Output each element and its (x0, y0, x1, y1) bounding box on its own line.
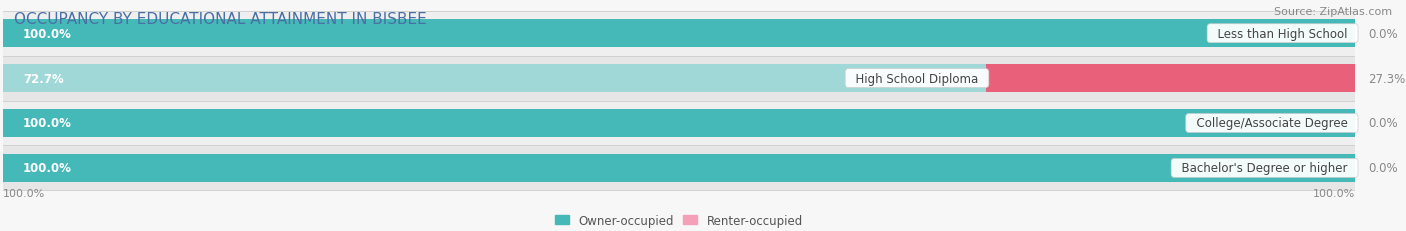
Text: 72.7%: 72.7% (22, 72, 63, 85)
Text: 100.0%: 100.0% (3, 188, 45, 198)
Text: 100.0%: 100.0% (22, 162, 72, 175)
Bar (3, 146, 1355, 191)
Bar (3, 56, 1355, 101)
Text: 100.0%: 100.0% (1313, 188, 1355, 198)
Bar (3, 20, 1355, 48)
Text: OCCUPANCY BY EDUCATIONAL ATTAINMENT IN BISBEE: OCCUPANCY BY EDUCATIONAL ATTAINMENT IN B… (14, 12, 427, 27)
Text: 100.0%: 100.0% (22, 27, 72, 40)
Text: 0.0%: 0.0% (1368, 117, 1398, 130)
Text: Less than High School: Less than High School (1211, 27, 1355, 40)
Legend: Owner-occupied, Renter-occupied: Owner-occupied, Renter-occupied (550, 209, 808, 231)
Bar (3, 109, 1355, 137)
Bar (3, 12, 1355, 56)
Bar (3, 154, 1355, 182)
Text: 0.0%: 0.0% (1368, 162, 1398, 175)
Text: 27.3%: 27.3% (1368, 72, 1406, 85)
Text: 100.0%: 100.0% (22, 117, 72, 130)
Bar (3, 101, 1355, 146)
Text: 0.0%: 0.0% (1368, 27, 1398, 40)
Text: College/Associate Degree: College/Associate Degree (1188, 117, 1355, 130)
Bar (986, 65, 1355, 93)
Text: Bachelor's Degree or higher: Bachelor's Degree or higher (1174, 162, 1355, 175)
Bar (3, 65, 986, 93)
Text: High School Diploma: High School Diploma (848, 72, 986, 85)
Text: Source: ZipAtlas.com: Source: ZipAtlas.com (1274, 7, 1392, 17)
